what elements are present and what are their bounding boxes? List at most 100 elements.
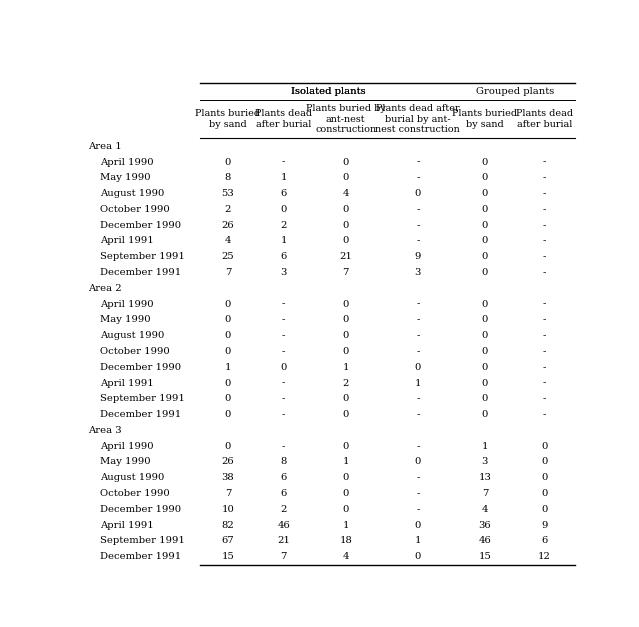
Text: December 1990: December 1990	[100, 221, 181, 229]
Text: -: -	[543, 379, 546, 387]
Text: -: -	[416, 300, 419, 308]
Text: 0: 0	[343, 410, 349, 419]
Text: -: -	[282, 300, 286, 308]
Text: -: -	[282, 157, 286, 167]
Text: 0: 0	[482, 189, 488, 198]
Text: -: -	[543, 157, 546, 167]
Text: Plants buried by
ant-nest
construction: Plants buried by ant-nest construction	[306, 104, 386, 134]
Text: -: -	[416, 473, 419, 482]
Text: -: -	[282, 347, 286, 356]
Text: 0: 0	[482, 268, 488, 277]
Text: 2: 2	[343, 379, 349, 387]
Text: April 1990: April 1990	[100, 157, 153, 167]
Text: Isolated plants: Isolated plants	[291, 87, 365, 96]
Text: 0: 0	[343, 331, 349, 340]
Text: December 1991: December 1991	[100, 410, 181, 419]
Text: 9: 9	[541, 520, 548, 530]
Text: 6: 6	[281, 252, 287, 261]
Text: August 1990: August 1990	[100, 331, 164, 340]
Text: 0: 0	[415, 363, 421, 372]
Text: December 1990: December 1990	[100, 363, 181, 372]
Text: October 1990: October 1990	[100, 205, 170, 214]
Text: 7: 7	[225, 268, 231, 277]
Text: 0: 0	[343, 473, 349, 482]
Text: 0: 0	[541, 489, 548, 498]
Text: 6: 6	[281, 489, 287, 498]
Text: 0: 0	[482, 236, 488, 246]
Text: -: -	[543, 173, 546, 182]
Text: -: -	[543, 331, 546, 340]
Text: -: -	[282, 379, 286, 387]
Text: -: -	[543, 315, 546, 324]
Text: Plants buried
by sand: Plants buried by sand	[196, 109, 261, 129]
Text: 15: 15	[222, 552, 235, 561]
Text: 1: 1	[343, 458, 349, 466]
Text: -: -	[416, 489, 419, 498]
Text: 0: 0	[482, 300, 488, 308]
Text: 0: 0	[281, 363, 287, 372]
Text: 6: 6	[541, 536, 548, 545]
Text: 0: 0	[225, 331, 231, 340]
Text: 46: 46	[277, 520, 290, 530]
Text: -: -	[416, 505, 419, 514]
Text: 1: 1	[482, 441, 488, 451]
Text: -: -	[543, 205, 546, 214]
Text: 7: 7	[281, 552, 287, 561]
Text: 1: 1	[343, 363, 349, 372]
Text: 0: 0	[343, 347, 349, 356]
Text: Plants dead
after burial: Plants dead after burial	[516, 109, 573, 129]
Text: 21: 21	[339, 252, 352, 261]
Text: August 1990: August 1990	[100, 189, 164, 198]
Text: 0: 0	[541, 473, 548, 482]
Text: -: -	[543, 363, 546, 372]
Text: 0: 0	[482, 315, 488, 324]
Text: 0: 0	[482, 331, 488, 340]
Text: 0: 0	[343, 489, 349, 498]
Text: Area 1: Area 1	[88, 142, 121, 150]
Text: 0: 0	[482, 173, 488, 182]
Text: 0: 0	[415, 189, 421, 198]
Text: -: -	[416, 315, 419, 324]
Text: -: -	[416, 347, 419, 356]
Text: 36: 36	[479, 520, 491, 530]
Text: April 1991: April 1991	[100, 236, 154, 246]
Text: May 1990: May 1990	[100, 458, 151, 466]
Text: 0: 0	[415, 552, 421, 561]
Text: 67: 67	[222, 536, 235, 545]
Text: 15: 15	[479, 552, 491, 561]
Text: April 1991: April 1991	[100, 379, 154, 387]
Text: 0: 0	[343, 300, 349, 308]
Text: -: -	[282, 331, 286, 340]
Text: 8: 8	[225, 173, 231, 182]
Text: -: -	[282, 394, 286, 403]
Text: May 1990: May 1990	[100, 173, 151, 182]
Text: 0: 0	[343, 173, 349, 182]
Text: 38: 38	[222, 473, 235, 482]
Text: 0: 0	[541, 441, 548, 451]
Text: 2: 2	[281, 505, 287, 514]
Text: October 1990: October 1990	[100, 489, 170, 498]
Text: -: -	[282, 410, 286, 419]
Text: 2: 2	[281, 221, 287, 229]
Text: -: -	[543, 236, 546, 246]
Text: 1: 1	[281, 173, 287, 182]
Text: 0: 0	[343, 394, 349, 403]
Text: 3: 3	[281, 268, 287, 277]
Text: December 1990: December 1990	[100, 505, 181, 514]
Text: -: -	[543, 189, 546, 198]
Text: 1: 1	[281, 236, 287, 246]
Text: 0: 0	[343, 505, 349, 514]
Text: 0: 0	[482, 157, 488, 167]
Text: -: -	[543, 300, 546, 308]
Text: -: -	[543, 268, 546, 277]
Text: 0: 0	[343, 441, 349, 451]
Text: -: -	[543, 410, 546, 419]
Text: 26: 26	[222, 221, 235, 229]
Text: 1: 1	[343, 520, 349, 530]
Text: -: -	[543, 347, 546, 356]
Text: -: -	[282, 315, 286, 324]
Text: -: -	[416, 221, 419, 229]
Text: 8: 8	[281, 458, 287, 466]
Text: Area 2: Area 2	[88, 284, 121, 293]
Text: 6: 6	[281, 473, 287, 482]
